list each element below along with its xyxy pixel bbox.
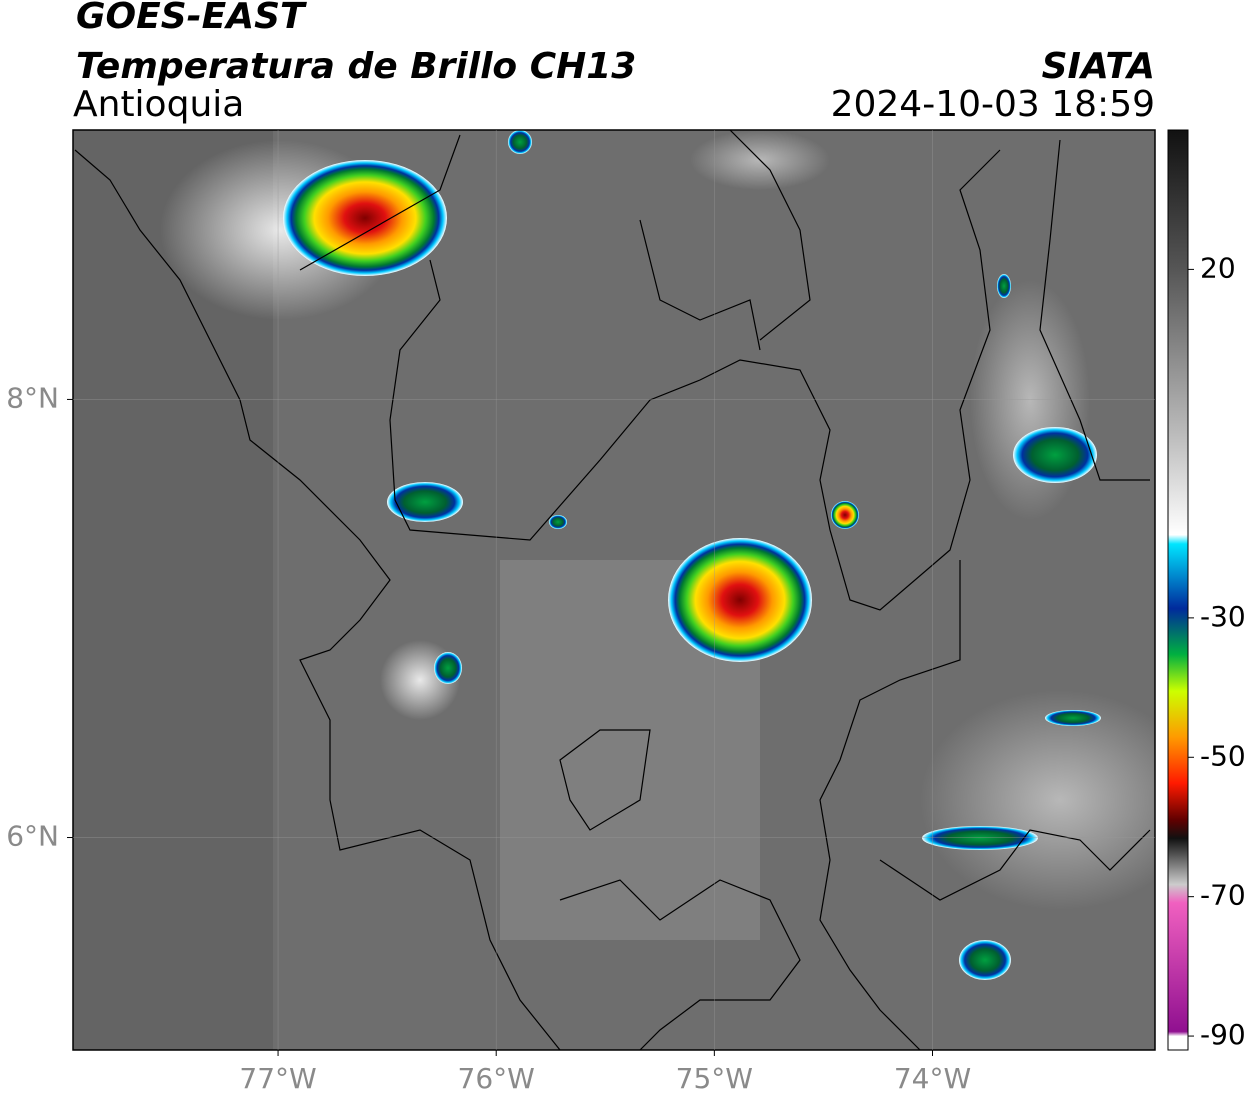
source: SIATA <box>1042 46 1155 87</box>
storm-cell <box>997 274 1011 298</box>
border <box>299 134 1001 611</box>
map-area <box>73 130 1155 1050</box>
subtitle: Temperatura de Brillo CH13 <box>76 46 636 87</box>
y-tick-label: 8°N <box>6 381 59 414</box>
x-tick-label: 77°W <box>239 1062 316 1095</box>
colorbar-tick-label: -90 <box>1200 1018 1246 1051</box>
border <box>879 139 1151 901</box>
x-tick-label: 74°W <box>894 1062 971 1095</box>
x-tick-label: 75°W <box>676 1062 753 1095</box>
storm-cell <box>508 130 532 154</box>
title: GOES-EAST <box>76 0 307 37</box>
timestamp: 2024-10-03 18:59 <box>831 84 1155 125</box>
coastline <box>74 149 561 1050</box>
storm-cell <box>831 501 859 529</box>
storm-cell <box>387 482 463 522</box>
storm-cell <box>434 652 462 684</box>
storm-cell <box>1013 427 1097 483</box>
colorbar-tick-label: 20 <box>1200 251 1236 284</box>
border <box>559 879 801 1050</box>
storm-cell <box>549 515 567 529</box>
map-frame <box>72 129 1156 1051</box>
storm-cell <box>959 940 1011 980</box>
cloud-haze <box>920 690 1155 910</box>
colorbar-tick-label: -50 <box>1200 739 1246 772</box>
border <box>559 729 651 831</box>
colorbar <box>1167 129 1189 1051</box>
x-tick-label: 76°W <box>458 1062 535 1095</box>
storm-cell <box>922 826 1038 850</box>
border <box>639 130 811 351</box>
colorbar-tick-label: -70 <box>1200 879 1246 912</box>
colorbar-tick-label: -30 <box>1200 600 1246 633</box>
y-tick-label: 6°N <box>6 820 59 853</box>
border <box>819 560 961 1050</box>
storm-cell <box>1045 710 1101 726</box>
storm-cell <box>283 160 447 276</box>
storm-cell <box>668 538 812 662</box>
region: Antioquia <box>73 84 244 125</box>
